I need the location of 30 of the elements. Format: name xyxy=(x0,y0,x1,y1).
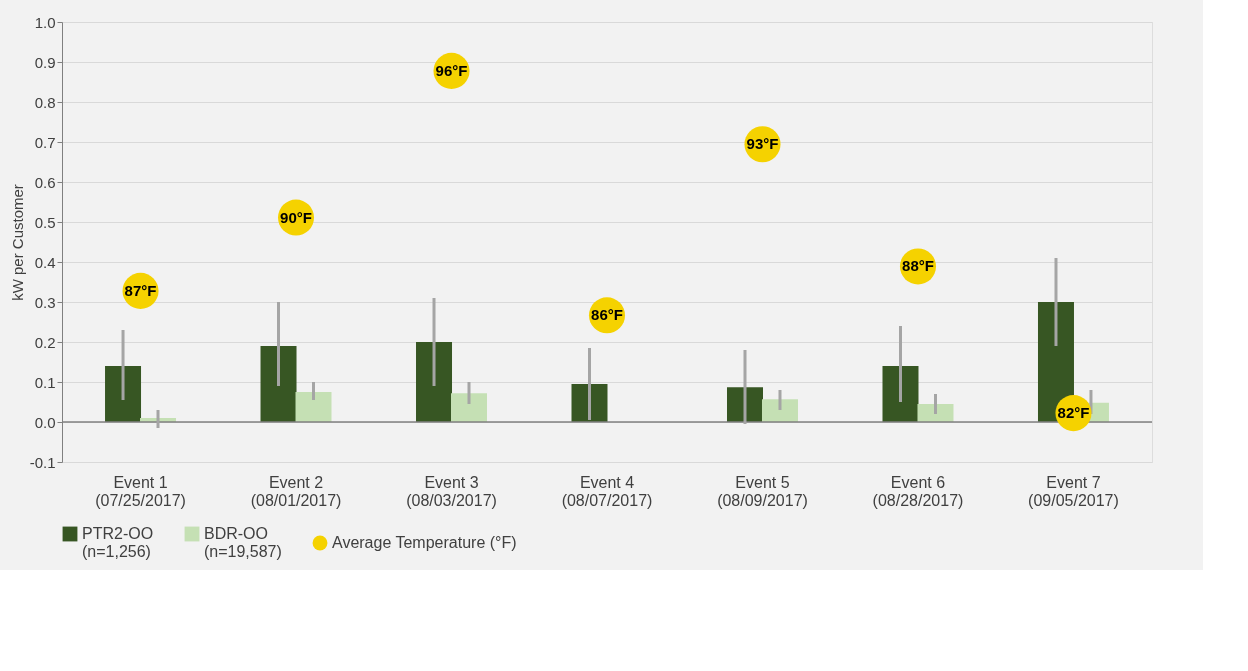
legend-label: PTR2-OO (n=1,256) xyxy=(82,525,154,560)
data-label: 82°F xyxy=(1057,404,1090,422)
y-tick-label: 0.8 xyxy=(34,93,56,111)
x-tick-label: Event 4 (08/07/2017) xyxy=(561,473,653,509)
y-tick-label: 0.4 xyxy=(34,253,56,271)
y-tick-label: 0.6 xyxy=(34,173,56,191)
data-label: 88°F xyxy=(902,257,934,275)
y-axis-title: kW per Customer xyxy=(8,184,26,301)
x-tick-label: Event 1 (07/25/2017) xyxy=(95,473,186,509)
x-tick-label: Event 5 (08/09/2017) xyxy=(717,473,808,509)
x-tick-label: Event 3 (08/03/2017) xyxy=(406,473,497,509)
y-tick-label: 1.0 xyxy=(34,13,56,31)
data-label: 96°F xyxy=(435,61,468,79)
y-tick-label: 0.7 xyxy=(34,133,56,151)
y-tick-label: 0.3 xyxy=(34,293,56,311)
y-tick-label: 0.9 xyxy=(34,53,56,71)
x-tick-label: Event 2 (08/01/2017) xyxy=(250,473,342,509)
y-tick-label: 0.2 xyxy=(34,333,56,351)
y-tick-label: 0.5 xyxy=(34,213,56,231)
legend-label: BDR-OO (n=19,587) xyxy=(204,525,282,560)
y-tick-label: -0.1 xyxy=(29,453,56,471)
data-label: 90°F xyxy=(280,208,312,226)
x-tick-label: Event 7 (09/05/2017) xyxy=(1028,473,1119,509)
data-label: 93°F xyxy=(746,135,779,153)
x-tick-label: Event 6 (08/28/2017) xyxy=(872,473,964,509)
y-tick-label: 0.1 xyxy=(34,373,56,391)
y-tick-label: 0.0 xyxy=(34,413,56,431)
data-label: 86°F xyxy=(591,306,623,324)
data-label: 87°F xyxy=(124,281,157,299)
legend-label: Average Temperature (°F) xyxy=(332,534,517,551)
